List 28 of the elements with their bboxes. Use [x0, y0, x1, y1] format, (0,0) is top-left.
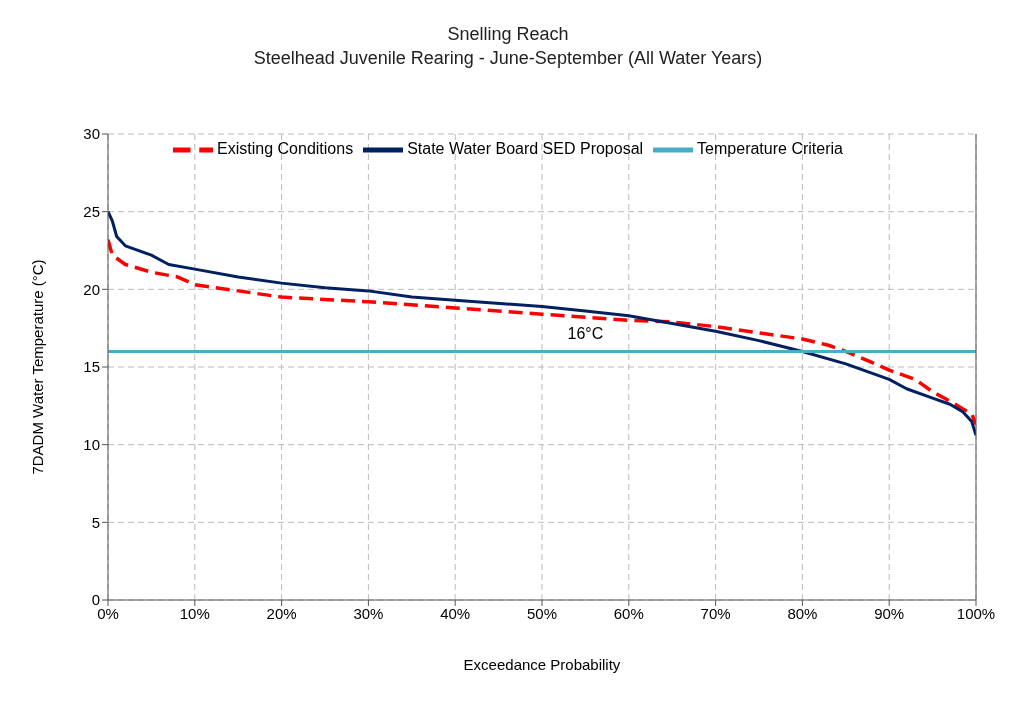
y-tick-label: 25: [83, 202, 100, 220]
legend-label: State Water Board SED Proposal: [407, 140, 644, 158]
annotation: 16°C: [567, 325, 604, 343]
x-tick-label: 50%: [526, 604, 558, 622]
y-tick-label: 0: [91, 591, 100, 609]
y-axis-title: 7DADM Water Temperature (°C): [29, 259, 47, 475]
x-tick-label: 90%: [874, 604, 905, 622]
chart-subtitle: Steelhead Juvenile Rearing - June-September (All Water Years): [252, 47, 764, 70]
y-tick-label: 5: [91, 513, 100, 531]
x-tick-label: 60%: [613, 604, 644, 622]
y-tick-label: 20: [83, 280, 100, 298]
x-tick-label: 80%: [787, 604, 818, 622]
x-tick-label: 30%: [353, 604, 384, 622]
legend-label: Temperature Criteria: [697, 140, 843, 158]
chart-title: Snelling Reach: [446, 23, 570, 46]
x-tick-label: 0%: [97, 604, 119, 622]
x-tick-label: 10%: [179, 604, 210, 622]
x-tick-label: 20%: [266, 604, 297, 622]
x-tick-label: 100%: [956, 604, 996, 622]
line-series: [108, 237, 976, 427]
y-tick-label: 30: [83, 125, 100, 143]
legend-label: Existing Conditions: [217, 140, 354, 158]
line-series: [108, 210, 976, 437]
y-tick-label: 15: [83, 358, 100, 376]
x-tick-label: 40%: [440, 604, 471, 622]
x-tick-label: 70%: [700, 604, 731, 622]
y-tick-label: 10: [83, 435, 100, 453]
x-axis-title: Exceedance Probability: [463, 656, 621, 673]
